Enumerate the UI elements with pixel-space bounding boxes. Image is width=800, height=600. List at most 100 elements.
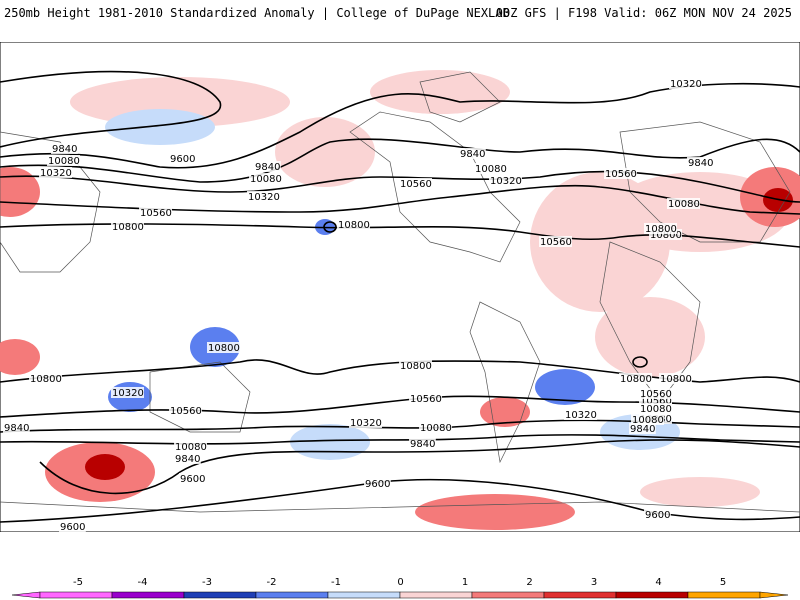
contour-label-bg <box>409 393 442 404</box>
contour-label: 10560 <box>400 179 432 190</box>
contour-label-bg <box>409 438 436 449</box>
contour-label: 10320 <box>490 176 522 187</box>
contour-label-bg <box>659 373 692 384</box>
contour-label-bg <box>39 167 72 178</box>
colorbar-segment <box>615 591 689 599</box>
anomaly-positive-region <box>0 339 40 375</box>
contour-label: 10800 <box>30 374 62 385</box>
coastlines <box>0 71 800 513</box>
contour-line <box>39 439 800 495</box>
contour-label-bg <box>399 360 432 371</box>
contour-labels: 9840100801032096009840100801032010560108… <box>3 78 714 532</box>
anomaly-positive-region <box>370 70 510 114</box>
anomaly-negative-region <box>535 369 595 405</box>
colorbar-segment <box>255 591 329 599</box>
contour-label-bg <box>644 223 677 234</box>
contour-label-bg <box>631 414 664 425</box>
contour-label-bg <box>174 441 207 452</box>
anomaly-strong-positive <box>763 188 793 212</box>
contour-label: 9600 <box>365 479 390 490</box>
contour-line <box>0 82 800 169</box>
contour-label: 10080 <box>250 174 282 185</box>
antarctica-outline <box>0 501 800 513</box>
anomaly-positive-region <box>595 297 705 377</box>
contour-label-bg <box>169 405 202 416</box>
contour-label: 10800 <box>650 230 682 241</box>
contour-label-bg <box>47 155 80 166</box>
contour-label: 10320 <box>565 410 597 421</box>
colorbar-segment <box>39 591 113 599</box>
contour-label: 9840 <box>4 423 29 434</box>
contour-label-bg <box>207 342 240 353</box>
contour-label: 10080 <box>475 164 507 175</box>
contour-label: 10080 <box>668 199 700 210</box>
south-america-outline <box>469 301 541 464</box>
colorbar-tick-label: 3 <box>591 577 597 588</box>
contour-line <box>0 434 800 445</box>
contour-label: 10800 <box>645 224 677 235</box>
contour-label-bg <box>337 219 370 230</box>
contour-label: 10560 <box>640 389 672 400</box>
contour-label-bg <box>669 78 702 89</box>
contour-label: 9600 <box>180 474 205 485</box>
contour-label-bg <box>687 157 714 168</box>
colorbar-extend-low <box>11 591 41 599</box>
colorbar-extend-high <box>759 591 789 599</box>
contour-label: 10320 <box>670 79 702 90</box>
contour-label: 9600 <box>170 154 195 165</box>
contour-label: 10560 <box>605 169 637 180</box>
contour-label-bg <box>29 373 62 384</box>
anomaly-negative-region <box>290 424 370 460</box>
contour-label: 10560 <box>410 394 442 405</box>
contour-label-bg <box>254 161 281 172</box>
colorbar-segment <box>111 591 185 599</box>
colorbar-tick-label: -1 <box>331 577 341 588</box>
contour-label: 10560 <box>170 406 202 417</box>
colorbar-tick-label: 0 <box>397 577 403 588</box>
contour-line <box>0 70 222 148</box>
contour-label-bg <box>604 168 637 179</box>
contour-label-bg <box>539 236 572 247</box>
colorbar-tick-label: 5 <box>720 577 726 588</box>
contour-label: 10800 <box>112 222 144 233</box>
colorbar-segment <box>687 591 761 599</box>
anomaly-negative-region <box>105 109 215 145</box>
contour-label: 10800 <box>400 361 432 372</box>
colorbar-tick-label: -5 <box>73 577 83 588</box>
contour-label: 10560 <box>140 208 172 219</box>
contour-label-bg <box>639 403 672 414</box>
contour-line <box>0 478 800 523</box>
contour-label-bg <box>179 473 206 484</box>
contour-label-bg <box>474 163 507 174</box>
contour-label: 10080 <box>420 423 452 434</box>
contour-label-bg <box>564 409 597 420</box>
contour-label-bg <box>249 173 282 184</box>
contour-label-bg <box>667 198 700 209</box>
map-canvas: 9840100801032096009840100801032010560108… <box>0 42 800 532</box>
contour-label-bg <box>247 191 280 202</box>
anomaly-positive-region <box>275 117 375 187</box>
contour-label-bg <box>169 153 196 164</box>
contour-label: 9840 <box>175 454 200 465</box>
eurasia-outline <box>619 121 791 243</box>
greenland-outline <box>419 71 501 123</box>
contour-closed-low <box>323 221 337 233</box>
contour-label-bg <box>174 453 201 464</box>
contour-label: 10800 <box>338 220 370 231</box>
colorbar-tick-label: -4 <box>138 577 148 588</box>
contour-label: 10560 <box>640 396 672 407</box>
contour-label: 10320 <box>248 192 280 203</box>
contour-label-bg <box>619 373 652 384</box>
contour-label: 9840 <box>460 149 485 160</box>
colorbar-segment <box>327 591 401 599</box>
colorbar-tick-label: -3 <box>202 577 212 588</box>
chart-title: 250mb Height 1981-2010 Standardized Anom… <box>4 6 510 20</box>
contour-label: 10800 <box>660 374 692 385</box>
contour-label-bg <box>349 417 382 428</box>
anomaly-strong-positive <box>85 454 125 480</box>
contour-label-bg <box>629 423 656 434</box>
australia-outline <box>149 361 251 433</box>
anomaly-positive-region <box>480 397 530 427</box>
contour-label-bg <box>3 422 30 433</box>
contour-label-bg <box>644 509 671 520</box>
